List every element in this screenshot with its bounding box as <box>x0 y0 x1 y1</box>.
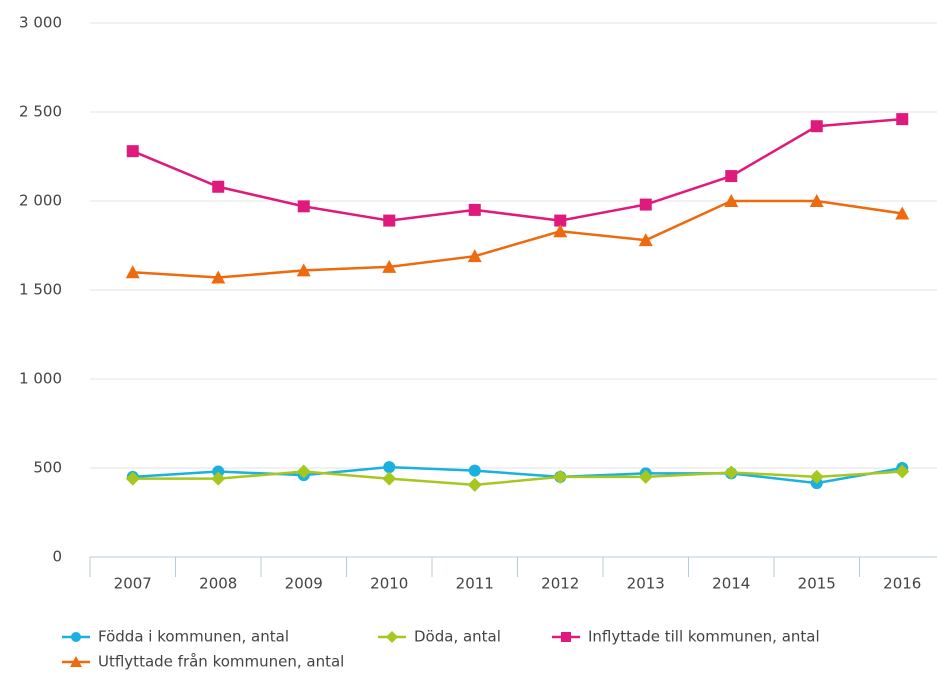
marker <box>895 464 910 479</box>
legend-label: Utflyttade från kommunen, antal <box>98 653 344 671</box>
series-line <box>132 470 903 487</box>
marker <box>70 656 82 667</box>
marker <box>467 477 482 492</box>
marker <box>561 632 571 642</box>
marker <box>468 203 481 216</box>
series-line <box>132 199 903 279</box>
marker <box>553 469 568 484</box>
x-tick-label: 2008 <box>199 575 237 593</box>
y-tick-label: 1 500 <box>19 281 62 299</box>
marker <box>638 469 653 484</box>
marker <box>639 198 652 211</box>
marker <box>211 471 226 486</box>
marker <box>383 461 396 474</box>
marker <box>71 632 81 642</box>
y-tick-label: 2 000 <box>19 192 62 210</box>
marker <box>896 113 909 126</box>
marker <box>212 180 225 193</box>
marker <box>125 471 140 486</box>
marker <box>553 224 568 238</box>
marker <box>895 206 910 220</box>
x-tick-label: 2012 <box>541 575 579 593</box>
x-tick-label: 2014 <box>712 575 750 593</box>
marker <box>386 631 398 643</box>
series-line <box>132 117 903 222</box>
marker <box>725 170 738 183</box>
marker <box>296 464 311 479</box>
marker <box>126 145 139 158</box>
x-tick-label: 2011 <box>456 575 494 593</box>
x-tick-label: 2010 <box>370 575 408 593</box>
y-tick-label: 500 <box>33 459 62 477</box>
marker <box>383 214 396 227</box>
marker <box>297 200 310 213</box>
marker <box>554 214 567 227</box>
marker <box>382 259 397 273</box>
marker <box>211 270 226 284</box>
legend-label: Inflyttade till kommunen, antal <box>588 628 820 646</box>
marker <box>809 469 824 484</box>
marker <box>724 465 739 480</box>
marker <box>467 249 482 263</box>
marker <box>809 194 824 207</box>
y-tick-label: 1 000 <box>19 370 62 388</box>
marker <box>382 471 397 486</box>
marker <box>724 194 739 207</box>
marker <box>212 465 225 478</box>
x-tick-label: 2007 <box>114 575 152 593</box>
series-line <box>132 465 903 485</box>
legend-label: Födda i kommunen, antal <box>98 628 289 646</box>
marker <box>296 263 311 277</box>
x-tick-label: 2013 <box>627 575 665 593</box>
marker <box>125 265 140 279</box>
x-tick-label: 2015 <box>798 575 836 593</box>
y-tick-label: 0 <box>52 548 62 566</box>
marker <box>810 120 823 133</box>
marker <box>638 233 653 247</box>
y-tick-label: 3 000 <box>19 14 62 32</box>
marker <box>468 464 481 477</box>
x-tick-label: 2016 <box>883 575 921 593</box>
legend-label: Döda, antal <box>414 628 501 646</box>
y-tick-label: 2 500 <box>19 103 62 121</box>
x-tick-label: 2009 <box>285 575 323 593</box>
